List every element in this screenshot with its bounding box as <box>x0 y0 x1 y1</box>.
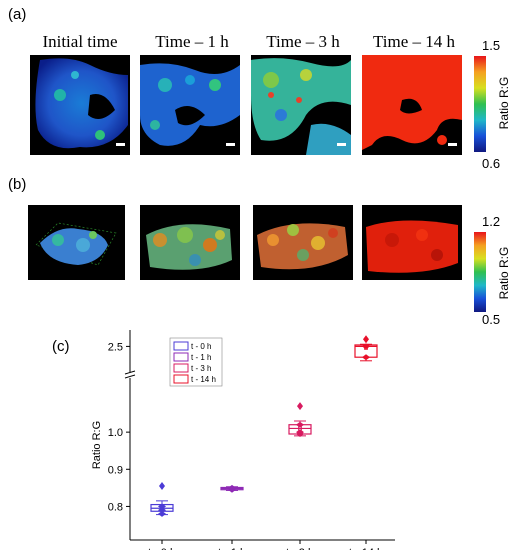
colorbar-a-min: 0.6 <box>482 156 501 171</box>
ratio-image-initial <box>30 55 130 155</box>
colorbar-a-title: Ratio R:G <box>497 76 511 130</box>
column-title-initial: Initial time <box>42 32 118 51</box>
colorbar-b-title: Ratio R:G <box>497 246 511 300</box>
data-point <box>158 503 166 510</box>
y-tick-label: 0.8 <box>108 501 123 513</box>
panel-a-label: (a) <box>8 6 27 23</box>
outlier-point <box>159 482 165 490</box>
legend-swatch <box>173 352 189 362</box>
x-tick-label: t - 14 h <box>349 547 383 550</box>
colorbar-a-max: 1.5 <box>482 38 501 53</box>
x-tick-label: t - 3 h <box>286 547 314 550</box>
ratio-image-3h <box>251 55 351 155</box>
y-axis-label: Ratio R:G <box>91 421 103 469</box>
colorbar-b <box>474 232 486 312</box>
legend-label: t - 0 h <box>191 342 211 351</box>
y-tick-label: 0.9 <box>108 464 123 476</box>
legend-swatch <box>173 341 189 351</box>
panel-b-label: (b) <box>8 176 27 193</box>
panel-c-label: (c) <box>52 338 70 355</box>
data-point <box>362 343 370 350</box>
colorbar-b-max: 1.2 <box>482 214 501 229</box>
axis-break-mark <box>124 370 136 379</box>
data-point <box>228 484 236 491</box>
data-point <box>362 354 370 361</box>
legend-swatch <box>173 374 189 384</box>
data-point <box>158 510 166 517</box>
column-title-14h: Time – 14 h <box>372 32 456 51</box>
ratio-image-14h <box>362 55 462 155</box>
legend-label: t - 3 h <box>191 364 211 373</box>
column-title-1h: Time – 1 h <box>155 32 229 51</box>
y-tick-label: 2.5 <box>108 341 123 353</box>
column-title-3h: Time – 3 h <box>266 32 340 51</box>
data-point <box>296 421 304 428</box>
outlier-point <box>363 335 369 344</box>
legend-label: t - 14 h <box>191 375 216 384</box>
x-tick-label: t - 1 h <box>218 547 246 550</box>
ratio-image-1h <box>140 55 240 155</box>
y-tick-label: 1.0 <box>108 427 123 439</box>
x-tick-label: t - 0 h <box>148 547 176 550</box>
legend-label: t - 1 h <box>191 353 211 362</box>
render-3d-3h <box>253 205 353 280</box>
render-3d-14h <box>362 205 462 280</box>
box-plot-chart: 0.8 0.9 1.0 2.5 Ratio R:G t - 0 h t - 1 h t - 3… <box>91 330 395 550</box>
data-point <box>158 507 166 514</box>
colorbar-a <box>474 56 486 152</box>
render-3d-1h <box>140 205 240 280</box>
outlier-point <box>297 402 303 411</box>
colorbar-b-min: 0.5 <box>482 312 501 327</box>
render-3d-initial <box>28 205 125 280</box>
data-point <box>296 429 304 436</box>
legend-swatch <box>173 363 189 373</box>
